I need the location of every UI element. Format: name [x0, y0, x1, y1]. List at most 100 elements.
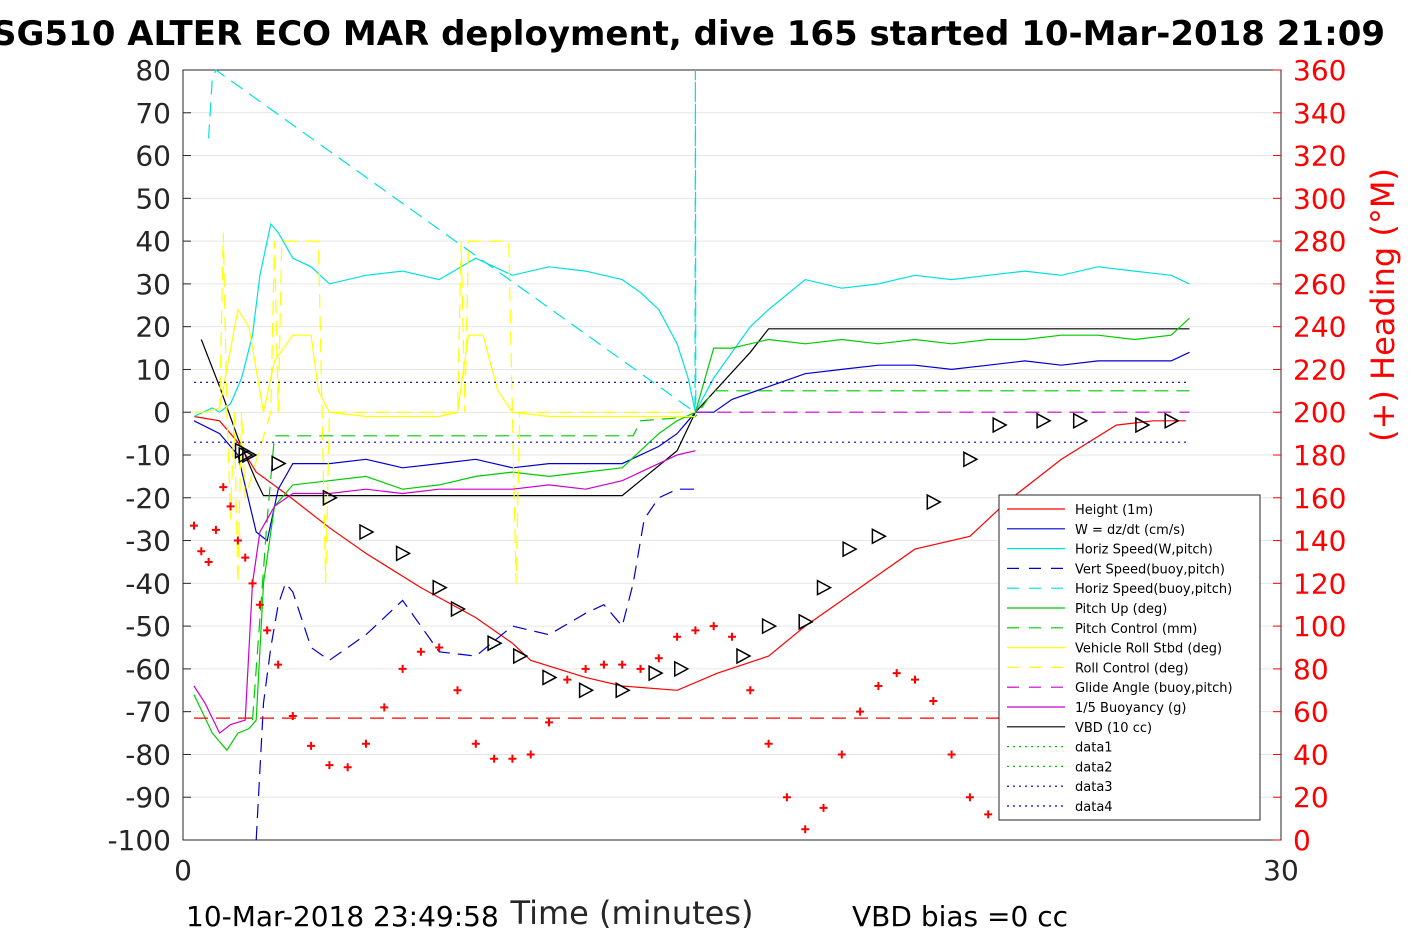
series-line [193, 317, 1190, 752]
heading-point [241, 553, 250, 562]
depth-marker [842, 540, 858, 558]
y2-tick-label: 20 [1293, 781, 1329, 814]
depth-marker [450, 600, 467, 618]
legend-label: Vehicle Roll Stbd (deg) [1075, 642, 1222, 657]
depth-marker [512, 647, 529, 665]
y-tick-label: 30 [135, 268, 171, 301]
depth-marker [674, 660, 690, 678]
x-tick-label: 0 [174, 854, 192, 887]
series-line [251, 390, 1190, 721]
y2-tick-label: 60 [1293, 696, 1329, 729]
y2-tick-label: 0 [1293, 824, 1311, 857]
y-tick-label: -20 [125, 482, 171, 515]
heading-point [965, 793, 974, 802]
y-tick-label: 0 [153, 396, 171, 429]
y-tick-label: -100 [107, 824, 171, 857]
depth-marker [871, 528, 887, 545]
legend-label: Horiz Speed(buoy,pitch) [1075, 582, 1232, 597]
y-tick-label: 60 [135, 140, 171, 173]
legend-label: 1/5 Buoyancy (g) [1075, 701, 1186, 716]
heading-point [837, 750, 846, 759]
heading-point [746, 686, 755, 695]
y-tick-label: -40 [125, 567, 171, 600]
depth-marker [242, 446, 258, 464]
y2-tick-label: 180 [1293, 439, 1346, 472]
heading-point [362, 739, 370, 748]
series-line [200, 328, 1190, 497]
heading-point [618, 660, 627, 669]
plot-timestamp: 10-Mar-2018 23:49:58 [186, 900, 499, 933]
series-line [255, 488, 696, 841]
y-tick-label: -90 [125, 781, 171, 814]
heading-point [398, 664, 407, 673]
y-tick-label: -80 [125, 738, 171, 771]
heading-point [984, 810, 993, 819]
heading-point [211, 525, 220, 534]
y2-tick-label: 80 [1293, 653, 1329, 686]
heading-point [435, 643, 444, 652]
depth-marker [648, 664, 664, 682]
heading-point [204, 557, 213, 566]
depth-marker [816, 579, 833, 596]
series-line [193, 222, 1190, 418]
depth-marker [1135, 416, 1151, 434]
y2-tick-label: 240 [1293, 311, 1346, 344]
heading-point [471, 739, 480, 748]
depth-marker [359, 523, 375, 541]
heading-point [856, 707, 865, 716]
y2-tick-label: 220 [1293, 353, 1346, 386]
heading-point [189, 521, 198, 530]
legend-label: Vert Speed(buoy,pitch) [1075, 562, 1225, 577]
legend-label: VBD (10 cc) [1075, 721, 1152, 736]
heading-point [673, 632, 682, 641]
y-tick-label: -30 [125, 525, 171, 558]
y2-tick-label: 260 [1293, 268, 1346, 301]
heading-point [343, 763, 352, 772]
legend-label: Roll Control (deg) [1075, 661, 1189, 676]
series-line [194, 308, 696, 418]
depth-marker [395, 545, 412, 562]
heading-point [453, 686, 462, 695]
y-tick-label: -10 [125, 439, 171, 472]
legend-label: Pitch Up (deg) [1075, 602, 1167, 617]
y-tick-label: -70 [125, 696, 171, 729]
depth-marker [798, 613, 814, 631]
heading-point [508, 754, 517, 763]
chart-title: SG510 ALTER ECO MAR deployment, dive 165… [0, 14, 1386, 54]
depth-marker [322, 489, 338, 507]
depth-marker [926, 493, 942, 511]
depth-marker [963, 451, 979, 468]
y-tick-label: 80 [135, 54, 171, 87]
heading-point [636, 664, 645, 673]
heading-point [563, 675, 572, 684]
depth-marker [992, 416, 1008, 434]
depth-marker [1036, 412, 1052, 430]
depth-marker [432, 579, 448, 596]
vbd-bias-label: VBD bias =0 cc [852, 900, 1068, 933]
heading-point [947, 750, 956, 759]
heading-point [226, 502, 235, 511]
depth-marker [271, 455, 287, 472]
depth-marker [487, 634, 503, 652]
legend-label: Horiz Speed(W,pitch) [1075, 543, 1213, 558]
legend-label: data4 [1075, 800, 1113, 815]
y-tick-label: 50 [135, 182, 171, 215]
depth-marker [1072, 412, 1089, 430]
heading-point [929, 696, 938, 705]
heading-point [263, 626, 272, 635]
depth-marker [234, 442, 251, 459]
depth-marker [736, 647, 752, 665]
heading-point [709, 622, 718, 631]
heading-point [728, 632, 736, 641]
y-tick-label: 10 [135, 353, 171, 386]
y-tick-label: 70 [135, 97, 171, 130]
heading-point [380, 703, 389, 712]
series-line [193, 351, 1190, 542]
y2-tick-label: 200 [1293, 396, 1346, 429]
depth-marker [615, 682, 631, 699]
heading-point [233, 536, 242, 545]
legend-label: W = dz/dt (cm/s) [1075, 523, 1185, 538]
legend-label: data2 [1075, 760, 1113, 775]
y2-tick-label: 340 [1293, 97, 1346, 130]
